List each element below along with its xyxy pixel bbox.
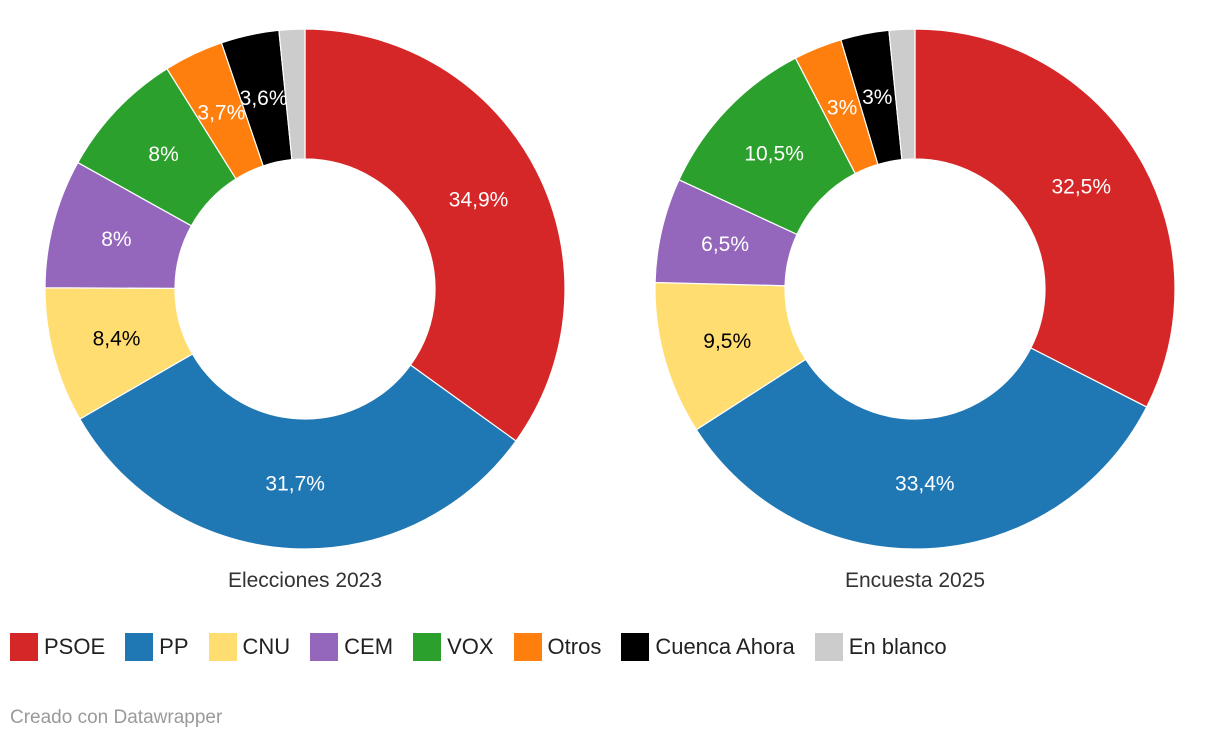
legend-swatch-cnu bbox=[208, 633, 237, 661]
slice-en-blanco bbox=[888, 28, 916, 161]
data-label-psoe: 32,5% bbox=[1051, 176, 1111, 199]
legend-item-cnu: CNU bbox=[208, 633, 291, 661]
donut-chart-elecciones-2023: 34,9% 31,7% 8,4% 8% 8% 3,7%3,6% Elecciones 202… bbox=[44, 28, 566, 592]
slice-en-blanco bbox=[278, 28, 306, 161]
slice-psoe bbox=[914, 28, 1176, 408]
data-label-otros: 3,7% bbox=[197, 101, 245, 124]
legend-item-vox: VOX bbox=[413, 633, 494, 661]
legend-item-otros: Otros bbox=[513, 633, 602, 661]
data-label-cuenca-ahora: 3% bbox=[862, 86, 892, 109]
legend-swatch-en-blanco bbox=[814, 633, 843, 661]
data-label-psoe: 34,9% bbox=[449, 189, 509, 212]
data-label-cuenca-ahora: 3,6% bbox=[240, 87, 288, 110]
data-label-pp: 31,7% bbox=[265, 472, 325, 495]
legend-swatch-psoe bbox=[10, 633, 38, 661]
data-label-cem: 6,5% bbox=[701, 233, 749, 256]
legend-label-cnu: CNU bbox=[242, 634, 291, 659]
data-label-cnu: 8,4% bbox=[93, 328, 141, 351]
chart-title: Encuesta 2025 bbox=[845, 569, 985, 592]
legend-swatch-vox bbox=[413, 633, 442, 661]
donut-chart-encuesta-2025: 32,5% 33,4% 9,5% 6,5% 10,5% 3% 3% Encuesta 2025 bbox=[654, 28, 1176, 592]
legend-label-cuenca-ahora: Cuenca Ahora bbox=[655, 634, 795, 659]
data-label-cem: 8% bbox=[101, 228, 131, 251]
slice-psoe bbox=[304, 28, 566, 442]
legend-label-en-blanco: En blanco bbox=[848, 634, 947, 659]
slice-pp bbox=[695, 347, 1148, 550]
data-label-vox: 8% bbox=[148, 143, 178, 166]
legend-label-psoe: PSOE bbox=[44, 634, 106, 659]
legend-swatch-otros bbox=[513, 633, 542, 661]
data-label-pp: 33,4% bbox=[895, 472, 955, 495]
data-label-cnu: 9,5% bbox=[703, 330, 751, 353]
legend-swatch-cem bbox=[310, 633, 339, 661]
legend-item-en-blanco: En blanco bbox=[814, 633, 947, 661]
credit-text: Creado con Datawrapper bbox=[10, 707, 223, 728]
legend: PSOE PP CNU CEM VOX Otros Cuenca Ahora E… bbox=[10, 633, 967, 661]
legend-label-otros: Otros bbox=[547, 634, 602, 659]
legend-item-pp: PP bbox=[125, 633, 189, 661]
data-label-otros: 3% bbox=[827, 97, 857, 120]
legend-label-pp: PP bbox=[159, 634, 189, 659]
legend-item-cuenca-ahora: Cuenca Ahora bbox=[621, 633, 795, 661]
legend-label-vox: VOX bbox=[447, 634, 494, 659]
chart-title: Elecciones 2023 bbox=[228, 569, 382, 592]
data-label-vox: 10,5% bbox=[744, 143, 804, 166]
slice-pp bbox=[79, 353, 517, 550]
legend-item-psoe: PSOE bbox=[10, 633, 105, 661]
legend-swatch-pp bbox=[125, 633, 154, 661]
donut-charts: 34,9% 31,7% 8,4% 8% 8% 3,7%3,6% Elecciones 202… bbox=[44, 28, 1176, 592]
legend-swatch-cuenca-ahora bbox=[621, 633, 650, 661]
legend-item-cem: CEM bbox=[310, 633, 393, 661]
legend-label-cem: CEM bbox=[344, 634, 394, 659]
